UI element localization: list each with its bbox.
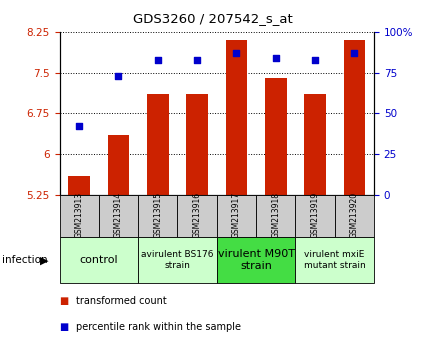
Text: ■: ■ xyxy=(60,322,69,332)
Bar xyxy=(295,237,374,283)
Bar xyxy=(178,195,217,237)
Bar xyxy=(335,195,374,237)
Bar xyxy=(265,78,286,195)
Text: virulent M90T
strain: virulent M90T strain xyxy=(218,249,295,271)
Text: GSM213919: GSM213919 xyxy=(311,192,320,238)
Text: GSM213918: GSM213918 xyxy=(271,192,280,238)
Bar xyxy=(343,40,365,195)
Text: transformed count: transformed count xyxy=(76,296,167,306)
Bar xyxy=(147,94,169,195)
Text: virulent mxiE
mutant strain: virulent mxiE mutant strain xyxy=(304,251,366,270)
Point xyxy=(76,124,82,129)
Point xyxy=(154,57,161,62)
Text: GSM213913: GSM213913 xyxy=(75,192,84,238)
Point xyxy=(233,50,240,56)
Text: GSM213916: GSM213916 xyxy=(193,192,201,238)
Text: GSM213914: GSM213914 xyxy=(114,192,123,238)
Text: percentile rank within the sample: percentile rank within the sample xyxy=(76,322,241,332)
Text: GSM213920: GSM213920 xyxy=(350,192,359,238)
Point xyxy=(312,57,318,62)
Bar xyxy=(99,195,138,237)
Bar xyxy=(60,195,99,237)
Point xyxy=(272,55,279,61)
Bar xyxy=(138,195,178,237)
Text: GSM213915: GSM213915 xyxy=(153,192,162,238)
Text: ▶: ▶ xyxy=(40,255,48,265)
Bar xyxy=(60,237,138,283)
Bar xyxy=(295,195,335,237)
Bar xyxy=(217,237,295,283)
Bar xyxy=(108,135,129,195)
Bar xyxy=(217,195,256,237)
Bar xyxy=(186,94,208,195)
Text: ■: ■ xyxy=(60,296,69,306)
Bar xyxy=(256,195,295,237)
Text: GDS3260 / 207542_s_at: GDS3260 / 207542_s_at xyxy=(133,12,292,25)
Bar xyxy=(304,94,326,195)
Point xyxy=(351,50,358,56)
Point xyxy=(115,73,122,79)
Text: avirulent BS176
strain: avirulent BS176 strain xyxy=(141,251,214,270)
Text: infection: infection xyxy=(2,255,48,265)
Bar xyxy=(68,176,90,195)
Bar xyxy=(226,40,247,195)
Bar xyxy=(138,237,217,283)
Text: GSM213917: GSM213917 xyxy=(232,192,241,238)
Text: control: control xyxy=(79,255,118,265)
Point xyxy=(194,57,201,62)
